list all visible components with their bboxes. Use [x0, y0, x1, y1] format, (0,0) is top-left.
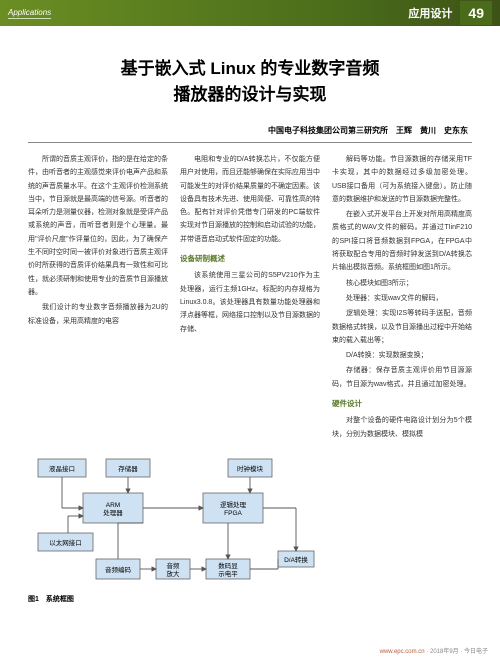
body-paragraph: 处理器：实现wav文件的解码， [332, 292, 472, 305]
body-paragraph: 核心模块如图3所示； [332, 277, 472, 290]
column-2: 电阻和专业的D/A转换芯片，不仅能方便用户对使用，而且还能够确保在实际应用当中可… [180, 153, 320, 443]
column-3: 解码等功能。节目源数据的存储采用TF卡实现，其中的数据经过多级加密处理。USB接… [332, 153, 472, 443]
svg-text:液晶接口: 液晶接口 [49, 464, 75, 473]
svg-text:数码显: 数码显 [218, 561, 238, 570]
page-footer: www.epc.com.cn · 2018年9月 · 今日电子 [380, 646, 488, 655]
column-1: 所谓的音质主观评价，指的是在给定的条件，由听音者的主观感觉来评价电声产品和系统的… [28, 153, 168, 443]
body-paragraph: 在嵌入式开发平台上开发对所用高精度高质格式的WAV文件的解码。并通过TIinF2… [332, 208, 472, 274]
svg-text:存储器: 存储器 [118, 464, 138, 473]
svg-text:逻辑处理: 逻辑处理 [220, 500, 247, 509]
body-paragraph: 电阻和专业的D/A转换芯片，不仅能方便用户对使用，而且还能够确保在实际应用当中可… [180, 153, 320, 246]
page-number-badge: 49 [460, 1, 492, 25]
footer-text: · 2018年9月 · 今日电子 [426, 649, 488, 655]
svg-text:音频: 音频 [167, 561, 181, 570]
svg-text:处理器: 处理器 [103, 508, 123, 517]
page-header: Applications 应用设计 49 [0, 0, 500, 26]
body-paragraph: 解码等功能。节目源数据的存储采用TF卡实现，其中的数据经过多级加密处理。USB接… [332, 153, 472, 206]
system-diagram: 液晶接口 存储器 时钟模块 ARM处理器 逻辑处理FPGA 以太网接口 D/A转换音频编码 音… [28, 451, 318, 586]
body-columns: 所谓的音质主观评价，指的是在给定的条件，由听音者的主观感觉来评价电声产品和系统的… [28, 153, 472, 443]
header-right-label: 应用设计 [408, 5, 452, 21]
section-heading: 设备研制概述 [180, 252, 320, 266]
footer-url: www.epc.com.cn [380, 649, 425, 655]
body-paragraph: 所谓的音质主观评价，指的是在给定的条件，由听音者的主观感觉来评价电声产品和系统的… [28, 153, 168, 299]
section-heading: 硬件设计 [332, 397, 472, 411]
svg-text:D/A转换: D/A转换 [284, 555, 308, 564]
svg-text:示电平: 示电平 [218, 569, 238, 578]
svg-text:ARM: ARM [106, 502, 120, 509]
svg-text:时钟模块: 时钟模块 [237, 464, 264, 473]
page-title: 基于嵌入式 Linux 的专业数字音频播放器的设计与实现 [28, 56, 472, 107]
body-paragraph: 该系统使用三星公司的S5PV210作为主处理器，运行主频1GHz。标配的内存规格… [180, 269, 320, 335]
body-paragraph: 我们设计的专业数字音频播放器为2U的标准设备，采用高精度的电容 [28, 301, 168, 328]
header-left-label: Applications [8, 8, 51, 19]
svg-text:以太网接口: 以太网接口 [49, 538, 82, 547]
svg-text:放大: 放大 [167, 569, 181, 578]
svg-text:音频编码: 音频编码 [105, 565, 132, 574]
body-paragraph: 对整个设备的硬件电路设计划分为5个模块，分别为数据模块、模拟模 [332, 414, 472, 441]
body-paragraph: D/A转换：实现数据变换； [332, 349, 472, 362]
body-paragraph: 逻辑处理：实现I2S等转码手送配，音频数据格式转换，以及节目源播出过程中开始结束… [332, 307, 472, 347]
svg-text:FPGA: FPGA [224, 510, 242, 517]
system-diagram-wrap: 液晶接口 存储器 时钟模块 ARM处理器 逻辑处理FPGA 以太网接口 D/A转换音频编码 音… [28, 451, 318, 604]
author-line: 中国电子科技集团公司第三研究所 王辉 黄川 史东东 [28, 125, 472, 136]
title-divider [28, 142, 472, 143]
body-paragraph: 存储器：保存音质主观评价用节目源源码，节目源为wav格式，并且通过加密处理。 [332, 364, 472, 391]
page-content: 基于嵌入式 Linux 的专业数字音频播放器的设计与实现 中国电子科技集团公司第… [0, 26, 500, 614]
diagram-caption: 图1 系统框图 [28, 594, 318, 604]
